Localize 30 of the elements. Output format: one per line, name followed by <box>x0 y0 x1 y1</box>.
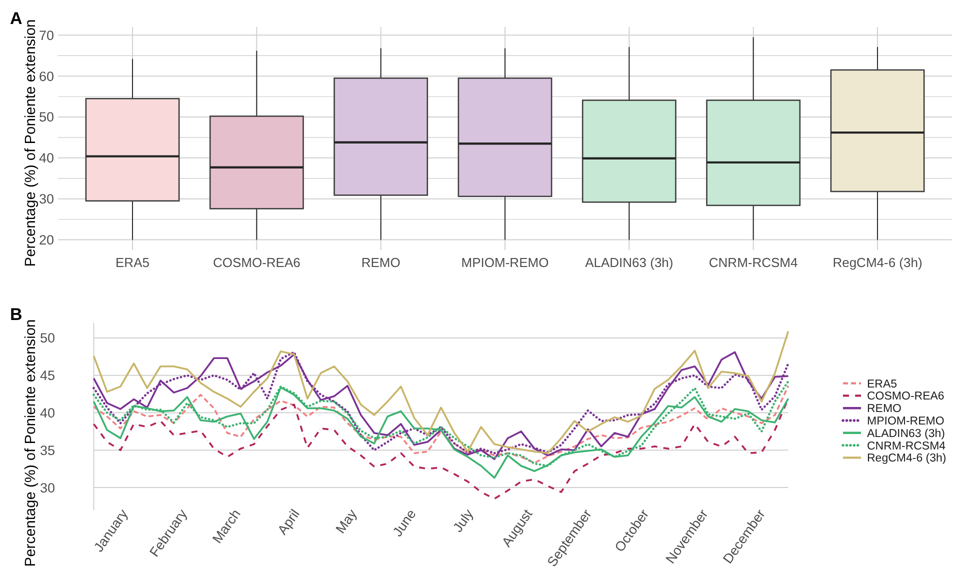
legend-label: MPIOM-REMO <box>867 416 944 428</box>
x-tick-label: CNRM-RCSM4 <box>708 255 798 270</box>
legend-label: ERA5 <box>867 378 898 390</box>
chart-title: A <box>10 9 22 28</box>
x-tick-label: MPIOM-REMO <box>461 255 549 270</box>
legend-label: RegCM4-6 (3h) <box>867 452 946 465</box>
y-tick-label: 40 <box>40 405 55 420</box>
y-tick-label: 20 <box>38 232 54 248</box>
x-tick-label: REMO <box>361 255 400 270</box>
y-axis-title: Percentage (%) of Poniente extension <box>23 19 39 267</box>
y-tick-label: 70 <box>38 28 54 43</box>
y-tick-label: 30 <box>40 480 55 496</box>
x-tick-label: RegCM4-6 (3h) <box>832 255 922 270</box>
legend-label: ALADIN63 (3h) <box>867 428 946 440</box>
legend-label: REMO <box>867 403 902 416</box>
x-tick-label: COSMO-REA6 <box>212 255 300 270</box>
y-tick-label: 40 <box>38 150 54 166</box>
y-axis-title: Percentage (%) of Poniente extension <box>23 319 39 567</box>
y-tick-label: 35 <box>40 442 55 458</box>
y-tick-label: 30 <box>38 192 54 207</box>
y-tick-label: 50 <box>40 330 55 346</box>
chart-title: B <box>10 305 22 324</box>
y-tick-label: 60 <box>38 68 54 84</box>
x-tick-label: ALADIN63 (3h) <box>585 255 674 270</box>
x-tick-label: ERA5 <box>116 255 150 270</box>
x-tick-label: July <box>450 506 476 535</box>
y-tick-label: 45 <box>40 368 55 384</box>
y-tick-label: 50 <box>38 110 54 125</box>
legend-label: COSMO-REA6 <box>867 390 944 403</box>
legend-label: CNRM-RCSM4 <box>867 440 946 452</box>
